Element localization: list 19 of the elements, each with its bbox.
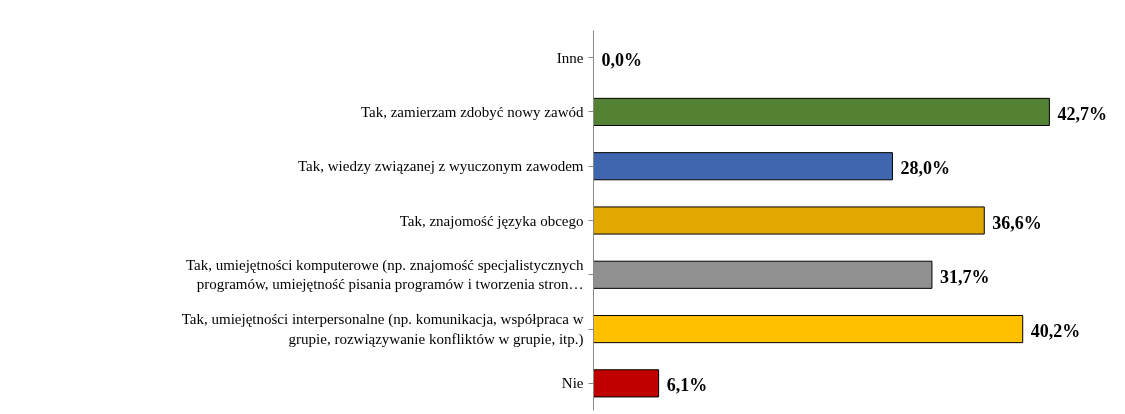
data-label: 6,1% (666, 375, 708, 396)
y-tick-label: Inne (556, 49, 584, 66)
y-tick-label: Tak, znajomość języka obcego (399, 212, 584, 229)
data-label: 31,7% (939, 266, 990, 287)
y-tick-label: Tak, umiejętności interpersonalne (np. komunikacja, współpraca w grupie, rozwiązywanie konfliktów w grupie, itp.) (181, 311, 584, 348)
bar (593, 97, 1050, 126)
bar (593, 206, 985, 235)
data-label: 42,7% (1057, 103, 1107, 124)
y-tick-label: Tak, zamierzam zdobyć nowy zawód (360, 103, 584, 120)
bar (593, 152, 893, 181)
data-label: 28,0% (900, 158, 950, 179)
data-label: 40,2% (1030, 321, 1081, 342)
data-label: 36,6% (992, 212, 1042, 233)
y-tick-label: Tak, wiedzy związanej z wyuczonym zawodem (298, 158, 584, 175)
bar (593, 369, 660, 398)
bar (593, 315, 1024, 344)
y-tick-label: Nie (561, 375, 584, 392)
y-tick-label: Tak, umiejętności komputerowe (np. znajomość specjalistycznych programów, umiejętność pisania programów i tworzenia stron… (185, 257, 584, 293)
data-label: 0,0% (601, 49, 642, 70)
